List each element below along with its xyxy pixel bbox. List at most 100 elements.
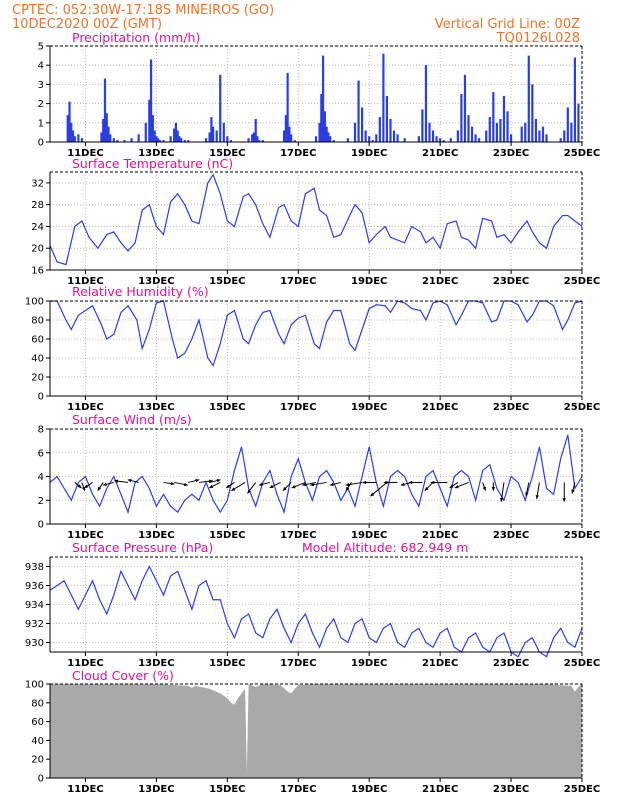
precip-bar [144,122,147,142]
precip-bar [520,126,523,142]
precip-bar [153,130,156,142]
wind-arrow-head [258,482,263,487]
wind-arrow-head [345,486,350,491]
precip-bar [327,132,330,142]
wind-arrow-head [449,484,454,488]
precip-bar [252,132,256,142]
precip-bar [247,138,250,142]
wind-arrow-head [562,498,567,502]
precip-bar [368,136,371,142]
precip-bar [403,138,406,142]
x-tick-label: 19DEC [351,658,387,669]
y-tick-label: 28 [31,200,44,211]
wind-arrow-head [195,478,200,483]
precip-bar [396,134,399,142]
y-tick-label: 938 [25,562,44,573]
precip-bar [467,115,470,142]
precip-bar [495,122,498,142]
precip-bar [100,132,103,142]
precip-bar [531,84,534,142]
y-tick-label: 24 [31,222,44,233]
wind-arrow-head [370,492,375,497]
precip-bar [325,126,328,142]
precip-bar [470,126,474,142]
precip-bar [261,140,264,142]
precip-bar [502,95,506,142]
wind-arrow-head [231,487,236,491]
precip-bar [566,107,569,142]
precip-bar [424,65,428,142]
y-tick-label: 1 [38,118,44,129]
precip-bar [509,134,513,142]
y-tick-label: 2 [38,99,44,110]
y-tick-label: 40 [31,736,44,747]
precip-bar [545,134,548,142]
precip-bar [428,122,431,142]
wind-arrow-head [216,478,221,483]
panel-title-rh: Relative Humidity (%) [72,284,209,299]
wind-arrow-head [424,486,429,491]
precip-bar [251,134,254,142]
y-tick-label: 6 [38,448,44,459]
precip-bar [176,130,179,142]
precip-bar [169,136,172,142]
wind-arrow-head [400,482,405,487]
precip-bar [439,138,442,142]
x-tick-label: 11DEC [67,148,103,159]
precip-bar [492,92,495,142]
panel-title-pressure: Surface Pressure (hPa) [72,540,213,555]
panel-title-cloud: Cloud Cover (%) [72,668,174,683]
precip-bar [215,130,218,142]
x-tick-label: 15DEC [209,658,245,669]
x-tick-label: 21DEC [422,784,458,795]
wind-arrow-head [454,484,459,489]
precip-bar [103,78,107,142]
y-tick-label: 934 [25,600,44,611]
y-tick-label: 932 [25,619,44,630]
precip-bar [148,99,151,142]
precip-bar [323,111,326,142]
precip-bar [174,122,178,142]
precip-bar [478,138,481,142]
y-tick-label: 32 [31,178,44,189]
wind-arrow-head [247,489,252,494]
precip-bar [204,138,208,142]
precip-bar [353,122,357,142]
x-tick-label: 21DEC [422,530,458,541]
wind-arrow-head [500,497,504,502]
y-tick-label: 80 [31,698,44,709]
precip-bar [116,140,119,142]
precip-bar [485,130,488,142]
y-tick-label: 0 [38,392,44,403]
wind-arrow-head [77,484,82,488]
x-tick-label: 15DEC [209,148,245,159]
precip-bar [524,122,527,142]
x-tick-label: 13DEC [138,530,174,541]
x-tick-label: 17DEC [280,148,316,159]
precip-bar [290,134,293,142]
x-tick-label: 25DEC [564,784,600,795]
x-tick-label: 25DEC [564,402,600,413]
precip-bar [385,95,389,142]
precip-bar [80,138,84,142]
precip-bar [417,136,420,142]
x-tick-label: 13DEC [138,658,174,669]
precip-bar [102,118,105,142]
y-tick-label: 5 [38,42,44,53]
wind-arrow-head [491,487,496,491]
precip-bar [421,109,424,142]
wind-arrow-head [170,481,175,486]
x-tick-label: 17DEC [280,658,316,669]
x-tick-label: 21DEC [422,276,458,287]
precip-bar [573,57,577,142]
x-tick-label: 15DEC [209,276,245,287]
header-date: 10DEC2020 00Z (GMT) [12,17,162,32]
y-tick-label: 930 [25,638,44,649]
rh-series-line [50,300,583,367]
precip-bar [361,107,364,142]
precip-bar [346,138,350,142]
x-tick-label: 25DEC [564,530,600,541]
precip-bar [318,122,321,142]
x-tick-label: 17DEC [280,784,316,795]
precip-bar [219,74,222,142]
